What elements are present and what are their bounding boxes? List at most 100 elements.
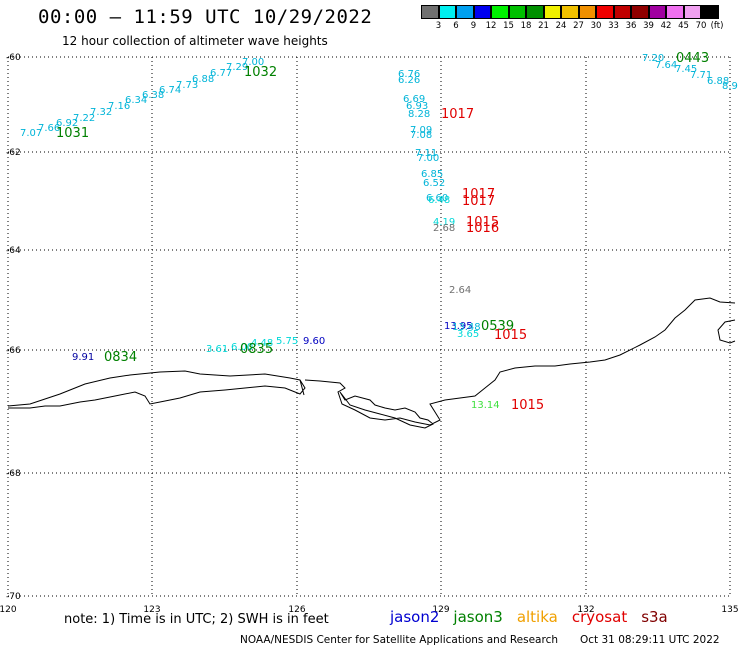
y-tick-label: -60 [6,53,21,63]
wave-height-label: 6.60 [426,193,448,204]
wave-height-label: 6.92 [56,118,78,129]
scale-label: 12 [485,21,497,31]
scale-label: 3 [435,21,442,31]
wave-height-label: 13.48 [452,322,481,333]
scale-label: 9 [470,21,477,31]
scale-swatch [648,5,666,19]
y-tick-label: -62 [6,148,21,158]
wave-height-label: 7.22 [73,113,95,124]
wave-height-label: 6.85 [421,169,443,180]
wave-height-label: 6.88 [707,76,729,87]
x-tick-label: 132 [577,605,594,615]
credit-line: NOAA/NESDIS Center for Satellite Applica… [240,634,558,646]
wave-height-label: 6.93 [406,101,428,112]
scale-swatch [561,5,579,19]
wave-height-label: 9.91 [72,352,94,363]
station-id-label: 1017 [441,107,474,122]
satellite-legend: jason2 jason3 altika cryosat s3a [390,608,682,626]
station-id-label: 1015 [494,328,527,343]
wave-height-label: 7.29 [226,62,248,73]
scale-label: 24 [555,21,567,31]
station-id-label: 1015 [511,398,544,413]
x-tick-label: 129 [432,605,449,615]
scale-swatch [596,5,614,19]
x-tick-label: 135 [721,605,738,615]
station-id-label: 0539 [481,319,514,334]
scale-swatch [526,5,544,19]
y-tick-label: -66 [6,346,21,356]
wave-height-label: 7.73 [176,80,198,91]
wave-height-label: 2.68 [433,223,455,234]
station-id-label: 1016 [466,221,499,236]
station-id-label: 1032 [244,65,277,80]
buoy-layer: 1031103204431017101710171015101605391015… [56,51,709,413]
scale-swatch [508,5,526,19]
legend-item-cryosat: cryosat [571,608,628,626]
y-tick-label: -64 [6,246,21,256]
observation-layer: 7.077.666.927.227.327.166.346.386.747.73… [20,53,738,411]
page-title: 00:00 – 11:59 UTC 10/29/2022 [38,6,373,28]
wave-height-label: 6.77 [210,68,232,79]
scale-label: 18 [520,21,532,31]
scale-label: 36 [625,21,637,31]
wave-height-label: 7.16 [108,101,130,112]
wave-height-label: 7.07 [20,128,42,139]
x-tick-label: 120 [0,605,17,615]
wave-height-label: 7.64 [655,60,677,71]
wave-height-label: 3.61 [206,344,228,355]
scale-swatch [421,5,439,19]
station-id-label: 0834 [104,350,137,365]
wave-height-label: 8.9 [722,81,738,92]
wave-height-label: 6.69 [403,94,425,105]
color-scale [421,5,719,19]
wave-height-label: 6.74 [159,85,181,96]
wave-height-label: 7.66 [38,123,60,134]
map-grid: 120 123 126 129 132 135 -60 -62 -64 -66 -68 -70 [0,53,739,615]
wave-height-label: 6.48 [428,195,450,206]
x-tick-label: 126 [288,605,305,615]
station-id-label: 0835 [240,342,273,357]
wave-height-label: 5.75 [276,336,298,347]
wave-height-label: 9.60 [303,336,325,347]
wave-height-label: 7.32 [90,107,112,118]
legend-item-jason3: jason3 [453,608,503,626]
wave-height-label: 4.19 [433,217,455,228]
wave-height-label: 6.26 [398,75,420,86]
scale-label: 30 [590,21,602,31]
scale-swatch [578,5,596,19]
y-tick-label: -68 [6,469,21,479]
station-id-label: 1031 [56,126,89,141]
scale-swatch [473,5,491,19]
wave-height-label: 6.00 [231,342,253,353]
x-tick-label: 123 [143,605,160,615]
scale-swatch [613,5,631,19]
scale-label: 27 [573,21,584,31]
wave-height-label: 6.88 [192,74,214,85]
scale-swatch [666,5,684,19]
scale-label: 21 [538,21,549,31]
coastline [7,297,736,429]
wave-height-label: 2.64 [449,285,471,296]
scale-label: 6 [453,21,459,31]
wave-height-label: 8.28 [408,109,430,120]
wave-height-label: 13.14 [471,400,500,411]
wave-height-label: 7.00 [242,57,264,68]
wave-height-label: 3.65 [457,329,479,340]
legend-item-jason2: jason2 [390,608,440,626]
scale-label: 42 [660,21,672,31]
page-subtitle: 12 hour collection of altimeter wave hei… [62,34,328,48]
wave-height-label: 7.11 [415,148,437,159]
wave-height-label: 7.00 [417,153,439,164]
wave-height-label: 7.71 [690,70,712,81]
scale-label: 70 [695,21,707,31]
legend-item-s3a: s3a [641,608,668,626]
wave-height-label: 6.52 [423,178,445,189]
scale-label: 33 [608,21,619,31]
scale-label: 45 [678,21,689,31]
scale-swatch [631,5,649,19]
scale-swatch [543,5,561,19]
wave-height-label: 7.08 [410,130,432,141]
station-id-label: 1015 [466,215,499,230]
legend-item-altika: altika [516,608,558,626]
